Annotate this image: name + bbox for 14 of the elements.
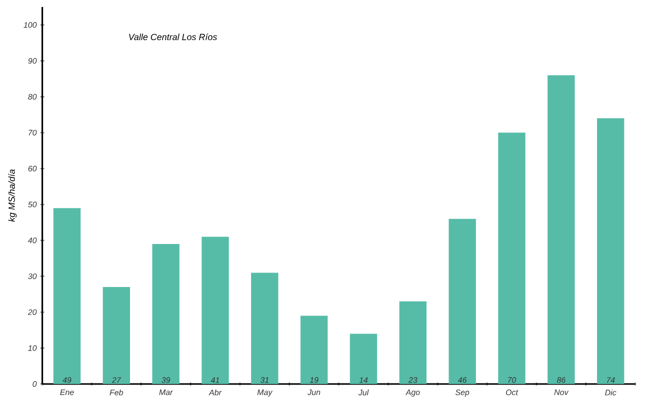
bar [350, 334, 378, 384]
bar [498, 132, 526, 384]
bar [53, 208, 81, 384]
bar [251, 272, 278, 384]
bar [152, 244, 180, 384]
bar [102, 287, 130, 384]
text: Valle Central Los Ríos [129, 33, 217, 40]
bar [548, 75, 575, 384]
y-axis-title: kg MS/ha/día [8, 169, 17, 222]
bar [202, 236, 229, 384]
bar [448, 218, 476, 384]
bar [597, 118, 624, 384]
bar [399, 301, 427, 384]
bar [300, 316, 328, 384]
